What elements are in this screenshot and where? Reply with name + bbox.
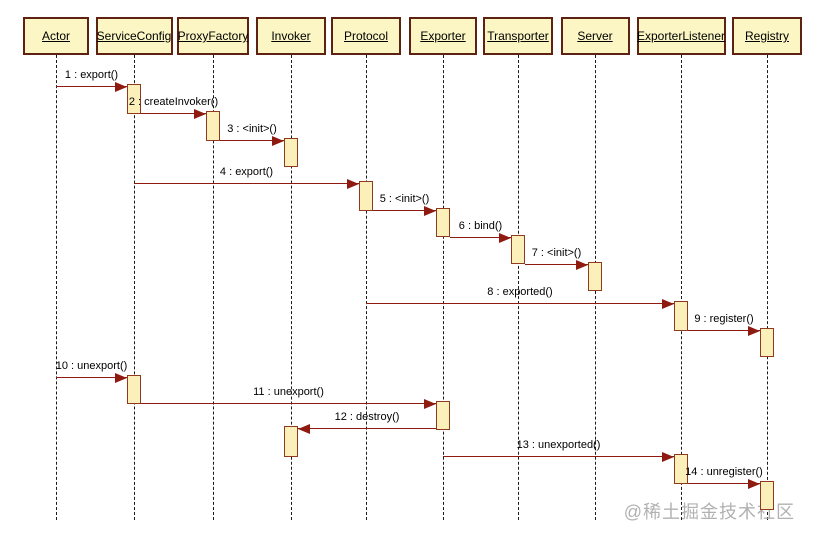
message-label-4: 4 : export(): [219, 166, 274, 178]
activation-bar-2: [206, 111, 220, 141]
lifeline-line-exporter: [443, 55, 444, 520]
message-line-8: [366, 303, 674, 304]
message-line-7: [525, 264, 588, 265]
activation-bar-9: [760, 328, 774, 357]
arrowhead-icon: [748, 326, 760, 336]
activation-bar-13: [674, 454, 688, 484]
message-line-9: [688, 330, 760, 331]
message-label-10: 10 : unexport(): [55, 360, 128, 372]
arrowhead-icon: [194, 109, 206, 119]
message-label-8: 8 : exported(): [487, 286, 553, 298]
activation-bar-3: [284, 138, 298, 167]
lifeline-header-server: Server: [560, 17, 630, 55]
arrowhead-icon: [662, 452, 674, 462]
message-line-2: [141, 113, 206, 114]
activation-bar-6: [511, 235, 525, 264]
message-line-14: [688, 483, 760, 484]
lifeline-header-proxyfactory: ProxyFactory: [177, 17, 249, 55]
arrowhead-icon: [424, 399, 436, 409]
lifeline-header-serviceconfig: ServiceConfig: [95, 17, 173, 55]
message-line-12: [298, 428, 436, 429]
lifeline-header-transporter: Transporter: [483, 17, 553, 55]
message-label-2: 2 : createInvoker(): [128, 96, 219, 108]
activation-bar-10: [127, 375, 141, 404]
lifeline-name: Protocol: [343, 29, 389, 43]
lifeline-name: ProxyFactory: [177, 29, 249, 43]
lifeline-line-protocol: [366, 55, 367, 520]
lifeline-header-registry: Registry: [732, 17, 802, 55]
activation-bar-11: [436, 401, 450, 430]
activation-bar-14: [760, 481, 774, 510]
watermark: @稀土掘金技术社区: [623, 502, 795, 522]
message-label-3: 3 : <init>(): [227, 123, 277, 135]
activation-bar-12: [284, 426, 298, 457]
lifeline-header-invoker: Invoker: [256, 17, 326, 55]
activation-bar-5: [436, 208, 450, 237]
message-line-3: [220, 140, 284, 141]
arrowhead-icon: [576, 260, 588, 270]
arrowhead-icon: [298, 424, 310, 434]
arrowhead-icon: [272, 136, 284, 146]
lifeline-header-actor: Actor: [23, 17, 89, 55]
arrowhead-icon: [347, 179, 359, 189]
lifeline-line-exporterlistener: [681, 55, 682, 520]
arrowhead-icon: [748, 479, 760, 489]
message-line-11: [141, 403, 436, 404]
lifeline-header-protocol: Protocol: [331, 17, 401, 55]
message-line-5: [373, 210, 436, 211]
arrowhead-icon: [115, 373, 127, 383]
arrowhead-icon: [662, 299, 674, 309]
message-label-9: 9 : register(): [694, 313, 754, 325]
message-line-10: [56, 377, 127, 378]
lifeline-line-transporter: [518, 55, 519, 520]
message-line-13: [443, 456, 674, 457]
lifeline-line-invoker: [291, 55, 292, 520]
lifeline-line-proxyfactory: [213, 55, 214, 520]
lifeline-name: Invoker: [271, 29, 311, 43]
activation-bar-8: [674, 301, 688, 331]
lifeline-name: Server: [577, 29, 613, 43]
lifeline-name: Exporter: [420, 29, 466, 43]
arrowhead-icon: [115, 82, 127, 92]
lifeline-line-actor: [56, 55, 57, 520]
message-line-6: [450, 237, 511, 238]
activation-bar-4: [359, 181, 373, 211]
message-label-12: 12 : destroy(): [334, 411, 400, 423]
activation-bar-1: [127, 84, 141, 114]
message-label-14: 14 : unregister(): [685, 466, 763, 478]
lifeline-name: Registry: [744, 29, 789, 43]
lifeline-line-serviceconfig: [134, 55, 135, 520]
message-line-1: [56, 86, 127, 87]
message-line-4: [134, 183, 359, 184]
message-label-11: 11 : unexport(): [253, 386, 324, 398]
lifeline-name: Actor: [41, 29, 70, 43]
message-label-1: 1 : export(): [64, 69, 119, 81]
arrowhead-icon: [499, 233, 511, 243]
message-label-7: 7 : <init>(): [531, 247, 582, 259]
lifeline-header-exporter: Exporter: [409, 17, 477, 55]
lifeline-line-registry: [767, 55, 768, 520]
activation-bar-7: [588, 262, 602, 291]
arrowhead-icon: [424, 206, 436, 216]
message-label-6: 6 : bind(): [458, 220, 503, 232]
lifeline-name: Transporter: [487, 29, 549, 43]
message-label-5: 5 : <init>(): [379, 193, 430, 205]
lifeline-header-exporterlistener: ExporterListener: [636, 17, 726, 55]
lifeline-name: ExporterListener: [636, 29, 726, 43]
lifeline-name: ServiceConfig: [96, 29, 172, 43]
message-label-13: 13 : unexported(): [516, 439, 601, 451]
